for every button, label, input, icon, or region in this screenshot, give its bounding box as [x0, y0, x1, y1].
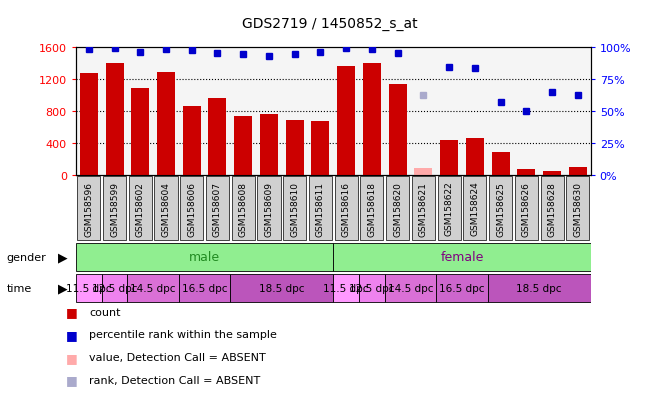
- Text: 12.5 dpc: 12.5 dpc: [92, 283, 137, 293]
- FancyBboxPatch shape: [488, 274, 591, 302]
- Text: 16.5 dpc: 16.5 dpc: [440, 283, 484, 293]
- Text: 12.5 dpc: 12.5 dpc: [349, 283, 395, 293]
- FancyBboxPatch shape: [438, 177, 461, 240]
- FancyBboxPatch shape: [257, 177, 280, 240]
- FancyBboxPatch shape: [489, 177, 512, 240]
- FancyBboxPatch shape: [179, 274, 230, 302]
- Text: GSM158604: GSM158604: [162, 181, 170, 236]
- Text: GSM158599: GSM158599: [110, 181, 119, 236]
- FancyBboxPatch shape: [412, 177, 435, 240]
- Bar: [543, 171, 561, 176]
- Bar: [131, 89, 149, 176]
- Text: time: time: [7, 283, 32, 293]
- Text: male: male: [189, 251, 220, 263]
- Text: value, Detection Call = ABSENT: value, Detection Call = ABSENT: [89, 352, 266, 362]
- Text: GSM158608: GSM158608: [239, 181, 248, 236]
- Text: GSM158630: GSM158630: [574, 181, 582, 236]
- Bar: [312, 122, 329, 176]
- Bar: [157, 73, 175, 176]
- Text: 18.5 dpc: 18.5 dpc: [517, 283, 562, 293]
- Text: GSM158602: GSM158602: [136, 181, 145, 236]
- Bar: [440, 140, 458, 176]
- Bar: [80, 74, 98, 176]
- FancyBboxPatch shape: [309, 177, 332, 240]
- FancyBboxPatch shape: [230, 274, 333, 302]
- FancyBboxPatch shape: [102, 274, 127, 302]
- Text: ▶: ▶: [58, 251, 68, 263]
- FancyBboxPatch shape: [515, 177, 538, 240]
- Bar: [337, 66, 355, 176]
- FancyBboxPatch shape: [333, 274, 359, 302]
- Bar: [363, 64, 381, 176]
- Text: 11.5 dpc: 11.5 dpc: [323, 283, 369, 293]
- Bar: [466, 139, 484, 176]
- Text: 14.5 dpc: 14.5 dpc: [131, 283, 176, 293]
- Bar: [234, 116, 252, 176]
- Text: ■: ■: [66, 305, 78, 318]
- Bar: [389, 85, 407, 176]
- Text: GSM158618: GSM158618: [368, 181, 376, 236]
- Text: 11.5 dpc: 11.5 dpc: [66, 283, 112, 293]
- Bar: [106, 64, 123, 176]
- FancyBboxPatch shape: [77, 177, 100, 240]
- FancyBboxPatch shape: [385, 274, 436, 302]
- FancyBboxPatch shape: [180, 177, 203, 240]
- Text: count: count: [89, 307, 121, 317]
- Bar: [260, 115, 278, 176]
- FancyBboxPatch shape: [359, 274, 385, 302]
- FancyBboxPatch shape: [436, 274, 488, 302]
- Text: GSM158624: GSM158624: [471, 181, 479, 236]
- FancyBboxPatch shape: [76, 243, 333, 271]
- Text: GSM158607: GSM158607: [213, 181, 222, 236]
- Bar: [492, 153, 510, 176]
- Text: 16.5 dpc: 16.5 dpc: [182, 283, 227, 293]
- Text: GSM158620: GSM158620: [393, 181, 402, 236]
- Text: GDS2719 / 1450852_s_at: GDS2719 / 1450852_s_at: [242, 17, 418, 31]
- Bar: [569, 168, 587, 176]
- Bar: [209, 99, 226, 176]
- Text: GSM158596: GSM158596: [84, 181, 93, 236]
- Text: GSM158621: GSM158621: [419, 181, 428, 236]
- FancyBboxPatch shape: [463, 177, 486, 240]
- FancyBboxPatch shape: [283, 177, 306, 240]
- Text: GSM158611: GSM158611: [316, 181, 325, 236]
- Text: GSM158616: GSM158616: [342, 181, 350, 236]
- FancyBboxPatch shape: [333, 243, 591, 271]
- Text: GSM158610: GSM158610: [290, 181, 299, 236]
- Text: GSM158606: GSM158606: [187, 181, 196, 236]
- Text: percentile rank within the sample: percentile rank within the sample: [89, 330, 277, 339]
- Text: female: female: [440, 251, 484, 263]
- FancyBboxPatch shape: [386, 177, 409, 240]
- FancyBboxPatch shape: [541, 177, 564, 240]
- Text: rank, Detection Call = ABSENT: rank, Detection Call = ABSENT: [89, 375, 260, 385]
- Text: GSM158628: GSM158628: [548, 181, 556, 236]
- FancyBboxPatch shape: [360, 177, 383, 240]
- Bar: [517, 170, 535, 176]
- Text: ■: ■: [66, 373, 78, 387]
- FancyBboxPatch shape: [76, 274, 102, 302]
- Text: gender: gender: [7, 252, 46, 262]
- FancyBboxPatch shape: [103, 177, 126, 240]
- Text: GSM158626: GSM158626: [522, 181, 531, 236]
- FancyBboxPatch shape: [232, 177, 255, 240]
- Text: 18.5 dpc: 18.5 dpc: [259, 283, 304, 293]
- Text: 14.5 dpc: 14.5 dpc: [388, 283, 433, 293]
- Text: GSM158622: GSM158622: [445, 181, 453, 236]
- Text: ■: ■: [66, 351, 78, 364]
- Bar: [183, 107, 201, 176]
- Text: ▶: ▶: [58, 282, 68, 294]
- FancyBboxPatch shape: [129, 177, 152, 240]
- Text: GSM158609: GSM158609: [265, 181, 273, 236]
- FancyBboxPatch shape: [154, 177, 178, 240]
- FancyBboxPatch shape: [127, 274, 179, 302]
- Text: GSM158625: GSM158625: [496, 181, 505, 236]
- FancyBboxPatch shape: [206, 177, 229, 240]
- Bar: [414, 169, 432, 176]
- FancyBboxPatch shape: [335, 177, 358, 240]
- Text: ■: ■: [66, 328, 78, 341]
- FancyBboxPatch shape: [566, 177, 589, 240]
- Bar: [286, 121, 304, 176]
